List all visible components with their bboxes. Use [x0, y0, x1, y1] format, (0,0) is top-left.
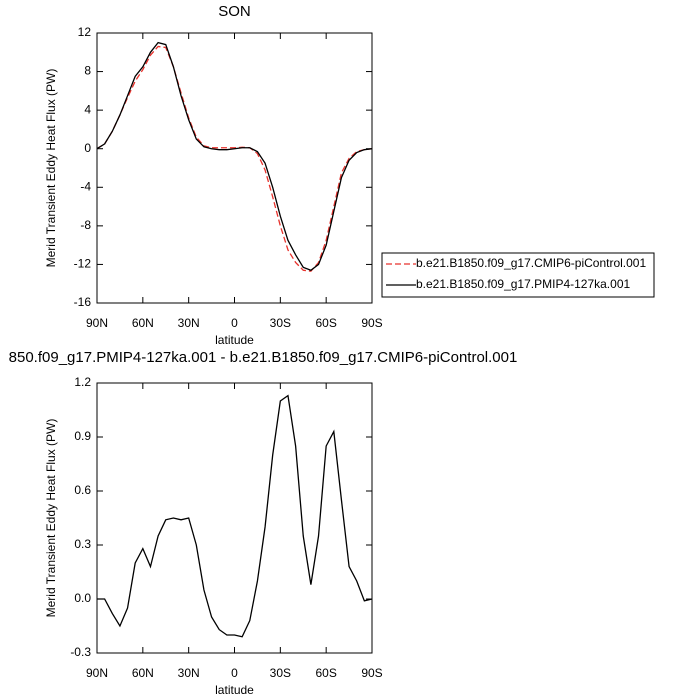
x-tick-label: 60N: [132, 316, 154, 330]
x-tick-label: 0: [231, 316, 238, 330]
y-tick-label: -12: [74, 257, 92, 271]
x-tick-label: 30N: [178, 316, 200, 330]
y-tick-label: -0.3: [70, 645, 91, 659]
y-tick-label: 0.3: [74, 537, 91, 551]
x-tick-label: 0: [231, 666, 238, 680]
y-tick-label: 0: [84, 141, 91, 155]
y-axis-label: Merid Transient Eddy Heat Flux (PW): [44, 69, 58, 268]
legend-label: b.e21.B1850.f09_g17.PMIP4-127ka.001: [416, 277, 630, 291]
y-tick-label: -16: [74, 295, 92, 309]
x-axis-label: latitude: [215, 333, 254, 347]
x-tick-label: 90S: [361, 316, 382, 330]
y-tick-label: 8: [84, 64, 91, 78]
y-tick-label: 12: [78, 25, 92, 39]
x-tick-label: 60N: [132, 666, 154, 680]
x-tick-label: 30N: [178, 666, 200, 680]
y-tick-label: 1.2: [74, 375, 91, 389]
legend-box: [381, 252, 655, 298]
y-tick-label: 0.6: [74, 483, 91, 497]
x-tick-label: 30S: [270, 666, 291, 680]
x-tick-label: 60S: [315, 666, 336, 680]
data-line: [97, 394, 373, 638]
plot-frame: [96, 382, 373, 654]
x-tick-label: 30S: [270, 316, 291, 330]
x-tick-label: 90N: [86, 316, 108, 330]
chart-title: SON: [218, 3, 251, 20]
x-tick-label: 60S: [315, 316, 336, 330]
legend-label: b.e21.B1850.f09_g17.CMIP6-piControl.001: [416, 256, 646, 270]
data-line: [96, 41, 373, 271]
x-axis-label: latitude: [215, 683, 254, 697]
chart-title: 850.f09_g17.PMIP4-127ka.001 - b.e21.B185…: [9, 349, 518, 366]
data-line: [96, 45, 373, 272]
x-tick-label: 90S: [361, 666, 382, 680]
y-tick-label: 0.0: [74, 591, 91, 605]
y-tick-label: -8: [80, 218, 91, 232]
y-tick-label: 4: [84, 102, 91, 116]
x-tick-label: 90N: [86, 666, 108, 680]
y-tick-label: 0.9: [74, 429, 91, 443]
y-tick-label: -4: [80, 179, 91, 193]
y-axis-label: Merid Transient Eddy Heat Flux (PW): [44, 419, 58, 618]
